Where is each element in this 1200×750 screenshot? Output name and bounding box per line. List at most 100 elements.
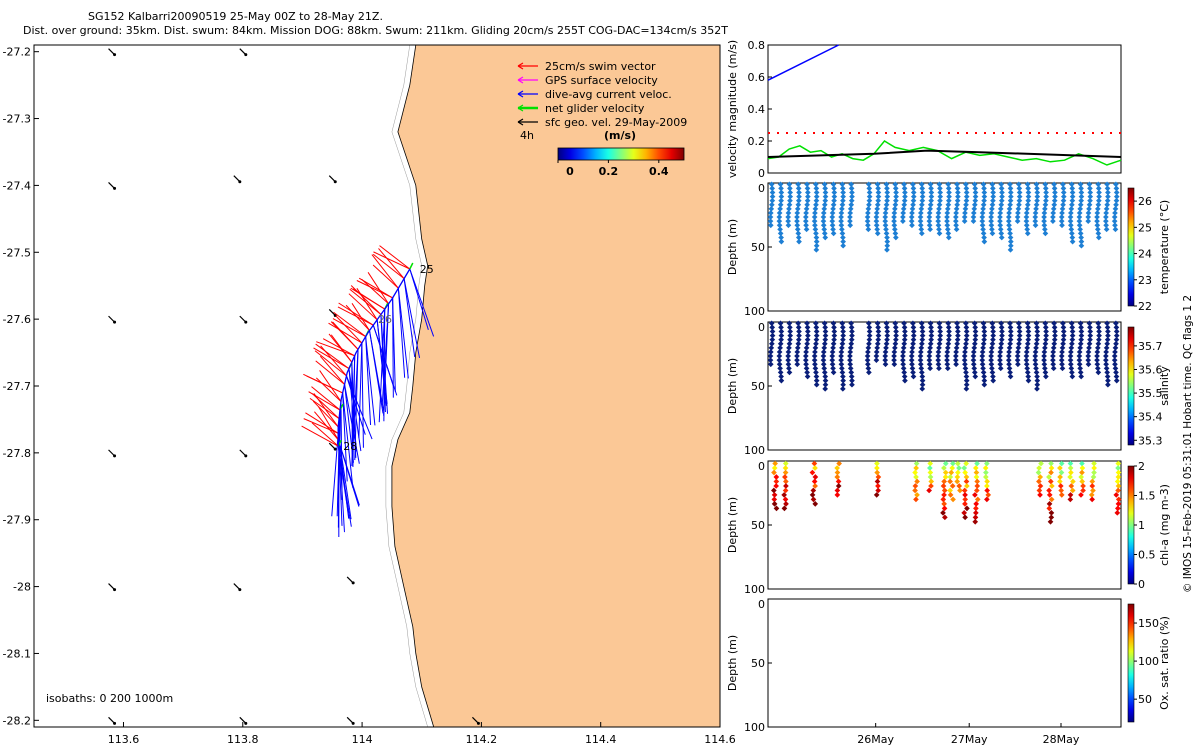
profile-marker (947, 478, 953, 485)
profile-marker (1006, 210, 1012, 216)
profile-marker (926, 353, 933, 359)
profile-marker (866, 193, 873, 200)
profile-marker (783, 483, 789, 489)
profile-marker (985, 492, 992, 498)
profile-marker (946, 193, 952, 200)
swim-vector (320, 345, 347, 377)
profile-marker (811, 353, 818, 359)
profile-marker (1043, 197, 1049, 204)
profile-marker (1034, 381, 1041, 388)
profile-marker (979, 222, 986, 229)
profile-marker (1094, 345, 1101, 351)
profile-marker (794, 345, 801, 351)
profile-marker (1094, 222, 1101, 229)
profile-marker (963, 197, 970, 204)
profile-marker (935, 361, 942, 368)
profile-marker (785, 353, 791, 359)
profile-marker (972, 328, 979, 335)
swim-vector (361, 278, 389, 305)
profile-marker (910, 373, 917, 380)
profile-marker (804, 336, 811, 343)
profile-marker (822, 328, 829, 335)
profile-marker (1032, 349, 1039, 355)
profile-marker (988, 210, 995, 216)
profile-marker (830, 201, 837, 208)
swim-vector (332, 318, 366, 337)
profile-marker (973, 469, 980, 476)
profile-marker (1114, 478, 1121, 485)
profile-marker (831, 324, 837, 331)
legend-arrowhead (517, 62, 524, 70)
profile-marker (1015, 361, 1021, 368)
profile-marker (963, 181, 969, 188)
profile-marker (822, 193, 829, 200)
profile-marker (794, 349, 801, 355)
geo-velocity-arrowhead (113, 721, 117, 725)
swim-vector (322, 338, 355, 357)
profile-marker (829, 222, 836, 229)
section-colorbar-tick-label: 23 (1138, 274, 1152, 287)
profile-marker (928, 336, 934, 343)
profile-marker (945, 340, 952, 347)
profile-marker (963, 385, 970, 392)
section-y-label: Depth (m) (726, 219, 739, 275)
profile-marker (1024, 230, 1031, 237)
profile-marker (971, 206, 978, 212)
velocity-series-geo (767, 149, 1122, 158)
profile-marker (928, 197, 934, 204)
profile-marker (1077, 181, 1084, 188)
profile-marker (962, 501, 968, 507)
profile-marker (873, 357, 880, 363)
profile-marker (1060, 193, 1067, 200)
profile-marker (1058, 218, 1065, 224)
profile-marker (830, 340, 837, 347)
profile-marker (1034, 189, 1041, 196)
profile-marker (914, 492, 920, 498)
profile-marker (795, 230, 802, 237)
profile-marker (1115, 501, 1122, 507)
profile-marker (980, 226, 986, 233)
profile-marker (1087, 328, 1094, 335)
profile-marker (964, 505, 970, 512)
profile-marker (874, 181, 881, 188)
profile-marker (811, 357, 818, 363)
profile-marker (830, 320, 837, 327)
profile-marker (767, 361, 774, 368)
profile-marker (1115, 505, 1121, 512)
profile-marker (776, 349, 783, 355)
profile-marker (1114, 510, 1121, 516)
profile-marker (786, 365, 792, 372)
profile-marker (1104, 336, 1111, 343)
profile-marker (893, 328, 899, 335)
profile-marker (926, 357, 933, 363)
profile-marker (1067, 460, 1074, 467)
profile-marker (1050, 214, 1056, 220)
profile-marker (1024, 226, 1031, 233)
profile-marker (1115, 460, 1122, 467)
profile-marker (1113, 201, 1119, 208)
profile-marker (988, 349, 995, 355)
profile-marker (946, 332, 952, 339)
profile-marker (1050, 206, 1057, 212)
section-colorbar-tick-label: 26 (1138, 195, 1152, 208)
profile-marker (1085, 218, 1092, 224)
profile-marker (942, 514, 948, 521)
profile-marker (971, 345, 978, 351)
profile-marker (1060, 320, 1066, 327)
profile-marker (1112, 361, 1118, 368)
profile-marker (1050, 365, 1057, 372)
profile-marker (786, 369, 793, 376)
profile-marker (1103, 361, 1109, 368)
profile-marker (794, 206, 801, 212)
profile-marker (848, 324, 855, 331)
profile-marker (892, 340, 899, 347)
profile-marker (875, 487, 881, 494)
profile-marker (990, 332, 997, 339)
profile-marker (1105, 193, 1111, 200)
profile-marker (874, 465, 880, 471)
profile-marker (1068, 222, 1074, 229)
profile-marker (1091, 465, 1097, 471)
profile-marker (839, 230, 846, 237)
dac-vector (365, 336, 376, 426)
profile-marker (795, 197, 802, 204)
